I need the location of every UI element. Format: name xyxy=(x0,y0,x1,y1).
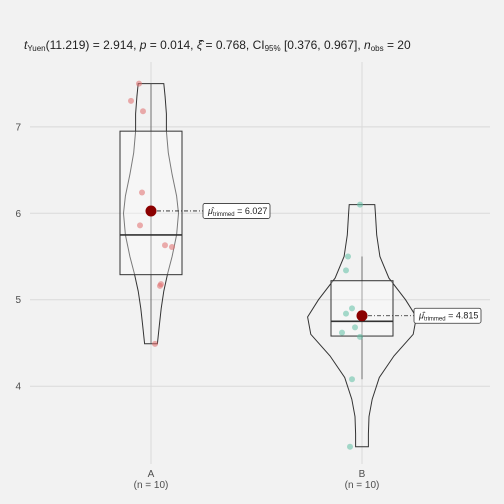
group-B: μ̂trimmed = 4.815 xyxy=(307,201,482,450)
data-point-B xyxy=(347,443,353,450)
chart-subtitle: tYuen(11.219) = 2.914, p = 0.014, ξ̂ = 0… xyxy=(24,38,411,53)
data-point-B xyxy=(349,376,355,383)
violin-B xyxy=(307,204,417,448)
data-point-A xyxy=(162,242,168,249)
mean-label-text-B: μ̂trimmed = 4.815 xyxy=(418,311,478,323)
subtitle-ci-value: [0.376, 0.967], xyxy=(281,38,364,52)
mean-label-symbol: μ̂ xyxy=(418,311,426,321)
x-tick-label-A: A xyxy=(148,469,155,480)
x-tick-n-label-A: (n = 10) xyxy=(134,480,169,491)
data-point-A xyxy=(139,189,145,196)
subtitle-xi-label: ξ̂ xyxy=(197,38,204,52)
grid-lines xyxy=(30,62,490,464)
y-tick-label: 4 xyxy=(15,382,21,393)
data-point-A xyxy=(137,222,143,229)
data-point-A xyxy=(157,282,163,289)
trimmed-mean-point-B xyxy=(356,310,368,322)
data-point-B xyxy=(352,324,358,331)
subtitle-stat: = 2.914, xyxy=(89,38,139,52)
data-point-A xyxy=(140,108,146,115)
subtitle-p-value: = 0.014, xyxy=(146,38,196,52)
mean-label-B: μ̂trimmed = 4.815 xyxy=(413,307,482,324)
box-A xyxy=(119,130,183,276)
subtitle-p-label: p xyxy=(139,38,147,52)
mean-label-A: μ̂trimmed = 6.027 xyxy=(202,203,271,219)
y-tick-label: 5 xyxy=(15,295,21,306)
y-tick-label: 7 xyxy=(15,122,21,133)
box-B xyxy=(330,280,394,337)
data-point-B xyxy=(357,333,363,340)
subtitle-n-sub: obs xyxy=(371,44,384,53)
data-point-B xyxy=(343,267,349,274)
mean-label-sub: trimmed xyxy=(424,317,446,323)
x-tick-label-B: B xyxy=(359,469,366,480)
subtitle-t-label: t xyxy=(24,38,28,52)
mean-label-sub: trimmed xyxy=(213,212,235,218)
mean-label-box-B xyxy=(413,307,482,324)
data-point-B xyxy=(349,305,355,312)
data-point-B xyxy=(357,201,363,208)
group-A: μ̂trimmed = 6.027 xyxy=(119,80,271,347)
data-point-B xyxy=(339,329,345,336)
mean-label-value: = 6.027 xyxy=(235,206,268,216)
data-point-A xyxy=(169,244,175,251)
subtitle-t-sub: Yuen xyxy=(27,44,45,53)
x-axis: A(n = 10)B(n = 10) xyxy=(134,469,380,491)
subtitle-xi-value: = 0.768, CI xyxy=(202,38,264,52)
data-point-A xyxy=(152,340,158,347)
data-point-A xyxy=(128,97,134,104)
mean-label-box-A xyxy=(202,203,271,219)
data-point-A xyxy=(136,80,142,87)
subtitle-n-value: = 20 xyxy=(384,38,411,52)
mean-label-symbol: μ̂ xyxy=(207,206,215,216)
subtitle-n-label: n xyxy=(364,38,371,52)
y-axis: 4 5 6 7 xyxy=(15,122,21,392)
mean-label-text-A: μ̂trimmed = 6.027 xyxy=(207,206,267,218)
mean-label-value: = 4.815 xyxy=(446,311,479,321)
trimmed-mean-point-A xyxy=(145,205,157,217)
data-point-B xyxy=(343,310,349,317)
subtitle-ci-sub: 95% xyxy=(265,44,281,53)
y-tick-label: 6 xyxy=(15,209,21,220)
data-point-B xyxy=(345,253,351,260)
subtitle-df: (11.219) xyxy=(46,38,90,52)
x-tick-n-label-B: (n = 10) xyxy=(345,480,380,491)
